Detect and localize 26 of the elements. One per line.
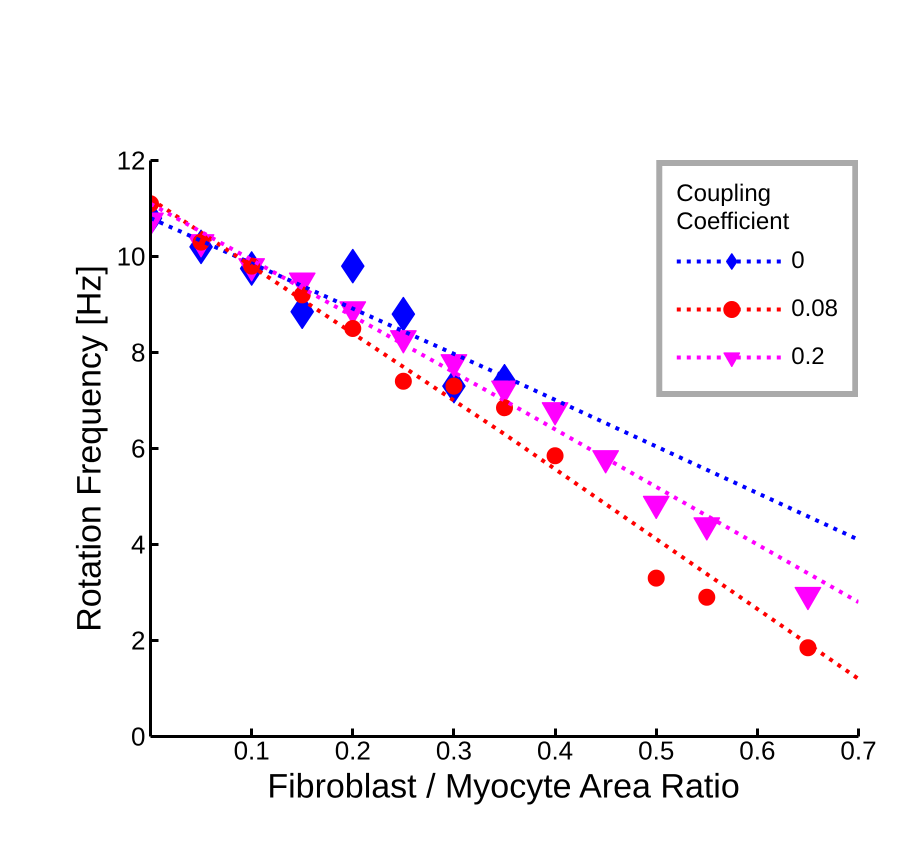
point — [698, 588, 716, 606]
legend-label: 0.2 — [791, 343, 825, 371]
x-tick-label: 0.2 — [334, 736, 371, 766]
point — [648, 570, 665, 587]
x-tick-label: 0.3 — [436, 736, 472, 766]
point — [394, 372, 412, 390]
point — [344, 320, 362, 337]
y-tick-label: 12 — [116, 146, 146, 176]
y-tick-label: 4 — [131, 530, 146, 560]
point — [496, 399, 513, 416]
y-axis-title: Rotation Frequency [Hz] — [70, 265, 109, 632]
x-tick-label: 0.7 — [840, 736, 877, 766]
x-tick-label: 0.4 — [537, 736, 574, 766]
y-tick-label: 0 — [131, 722, 146, 752]
x-tick-label: 0.6 — [739, 736, 776, 766]
y-tick-label: 8 — [131, 338, 146, 368]
y-tick-label: 10 — [116, 242, 146, 272]
y-tick-label: 6 — [131, 434, 146, 464]
x-tick-label: 0.5 — [638, 736, 674, 766]
legend-label: 0.08 — [791, 295, 838, 323]
legend-title: Coupling Coefficient — [676, 180, 790, 236]
point — [546, 447, 564, 464]
x-tick-label: 0.1 — [234, 736, 270, 766]
y-tick-label: 2 — [131, 626, 146, 656]
x-axis-title: Fibroblast / Myocyte Area Ratio — [267, 768, 740, 806]
legend-label: 0 — [791, 247, 806, 275]
